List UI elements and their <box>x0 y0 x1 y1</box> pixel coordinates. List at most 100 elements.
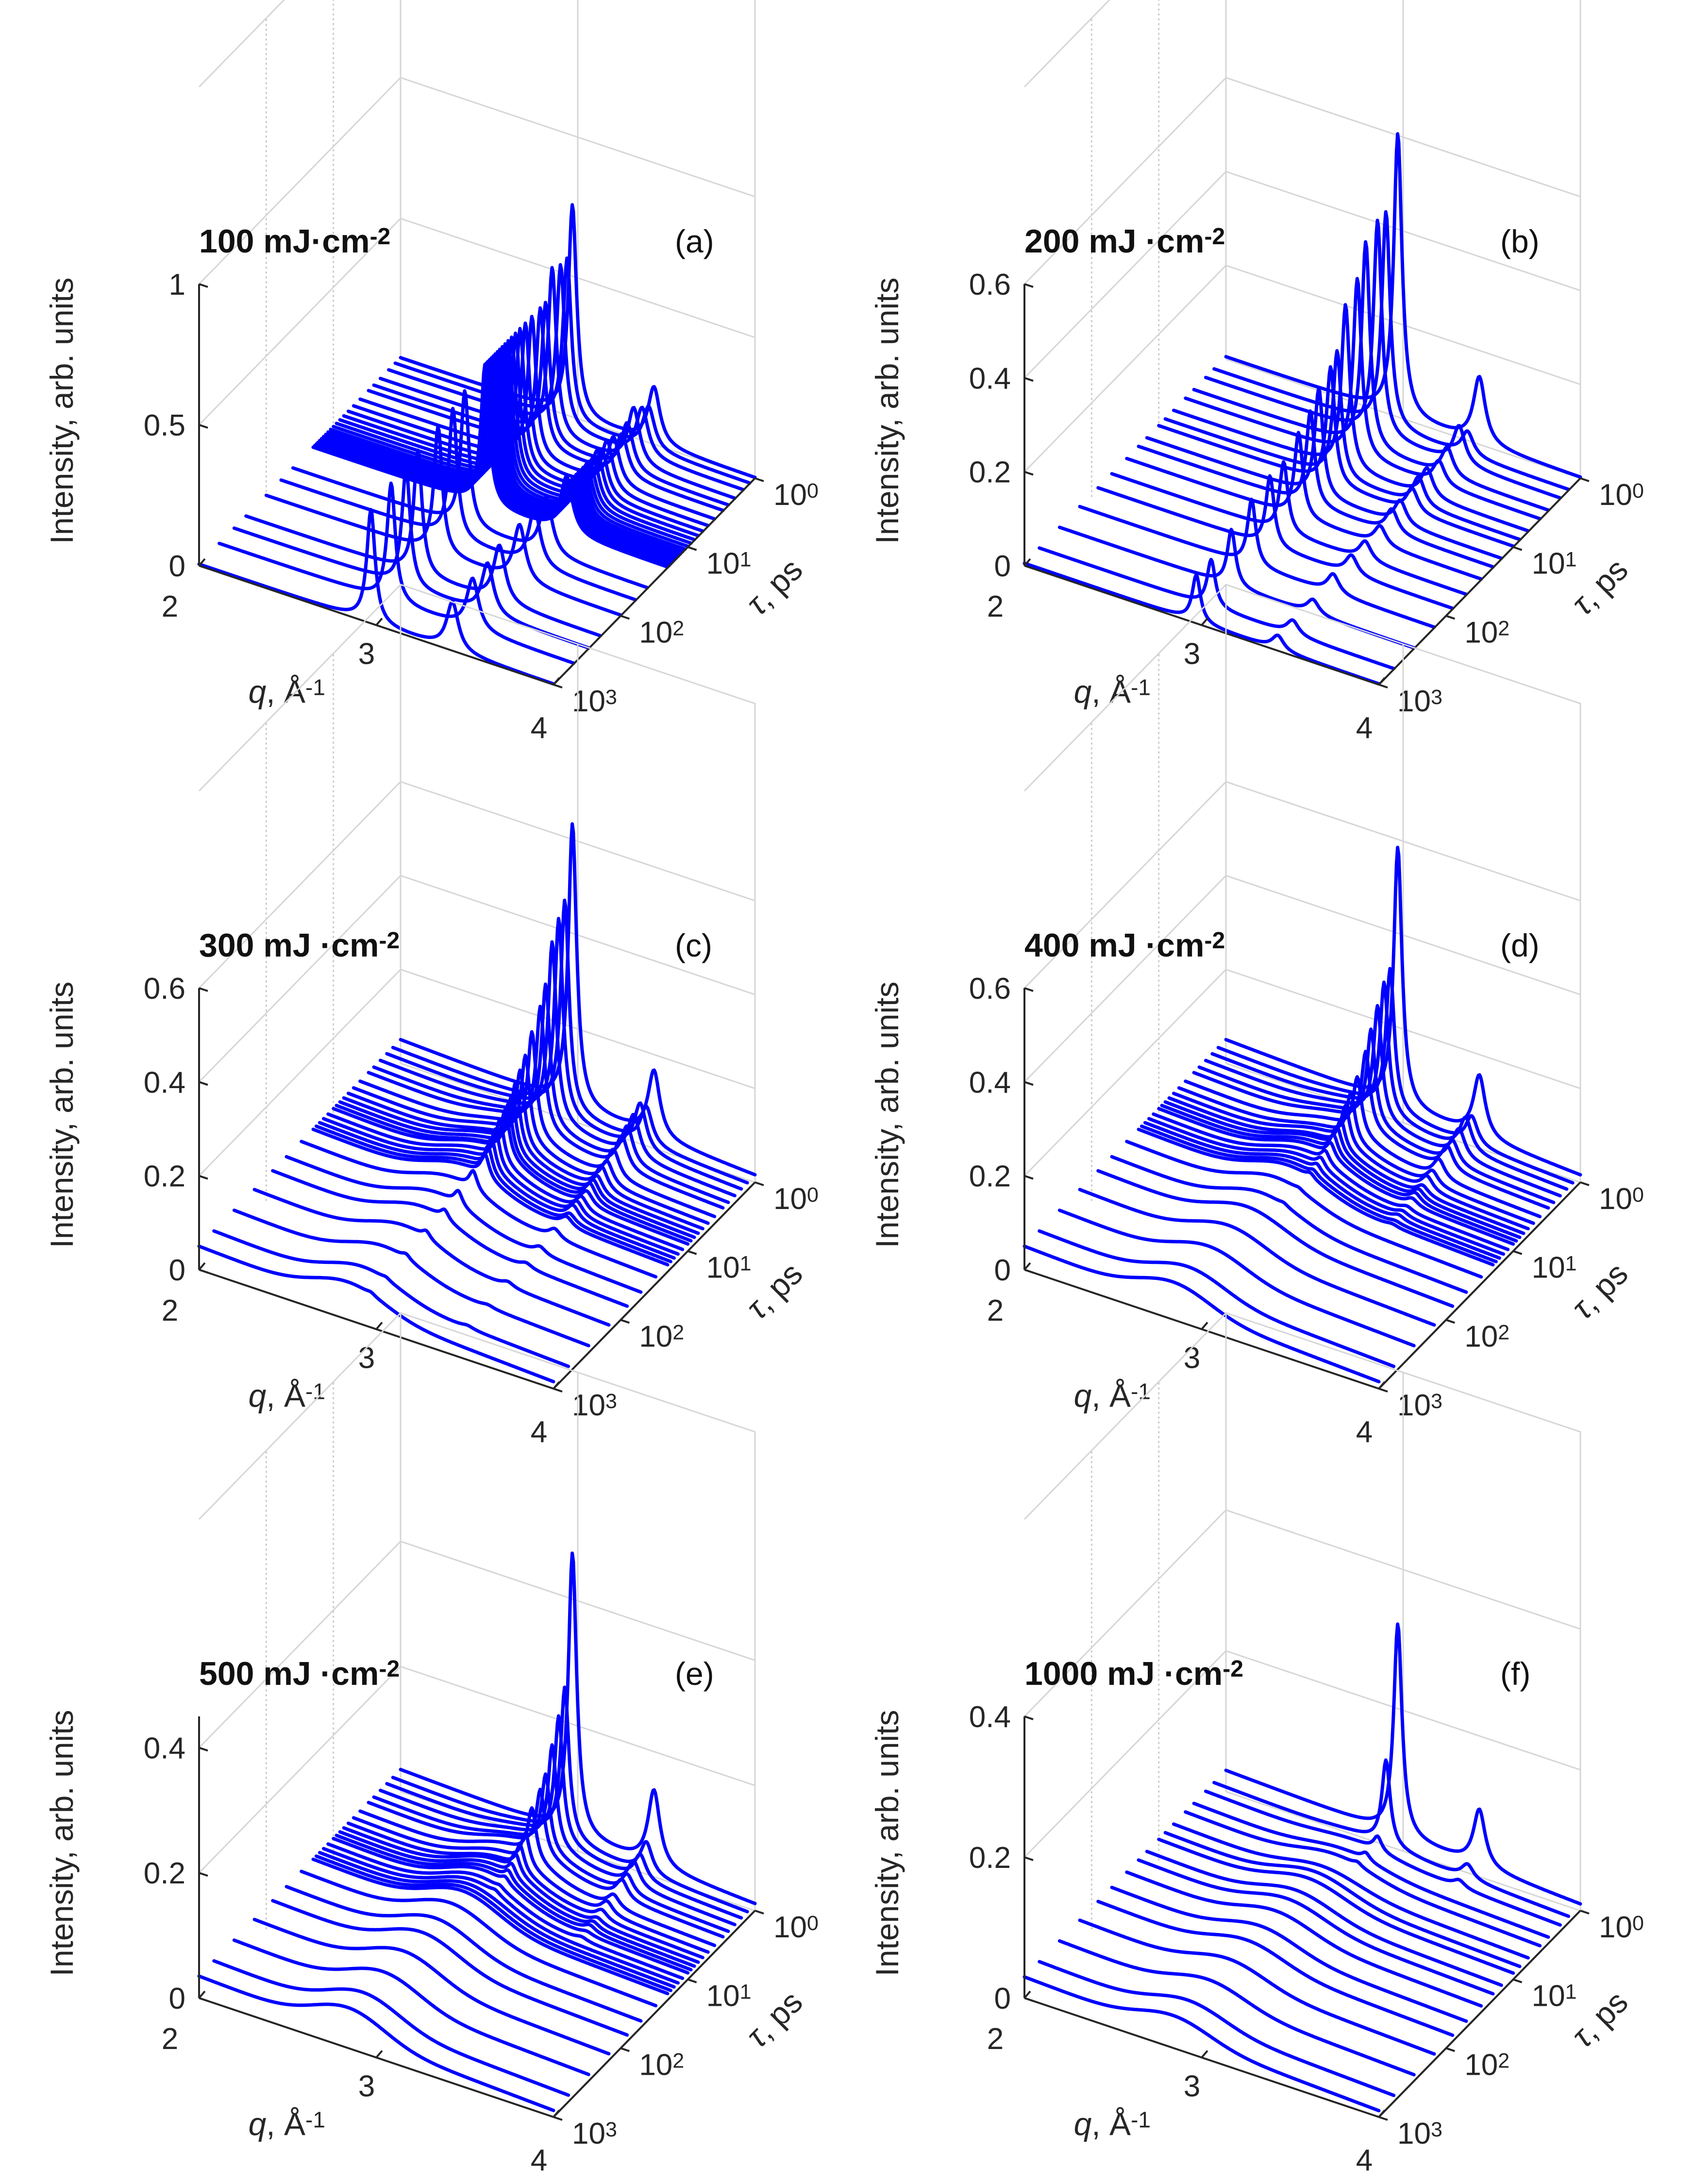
trace-delay-8ps <box>338 1093 696 1239</box>
tau-axis <box>553 1181 756 1390</box>
trace-delay-30ps <box>300 1869 658 2008</box>
trace-delay-5ps <box>352 1816 710 1954</box>
trace-delay-40ps <box>291 389 649 589</box>
q-tick-label: 3 <box>1184 638 1200 671</box>
z-grid-0.4 <box>198 874 755 1083</box>
z-axis-title: Intensity, arb. units <box>869 981 905 1248</box>
tau-tick-label: 102 <box>639 1320 684 1353</box>
q-tick-label: 2 <box>162 2022 178 2056</box>
trace-delay-50ps <box>1110 1885 1468 2023</box>
trace-delay-6ps <box>346 1821 704 1960</box>
tau-tick-label: 102 <box>639 616 684 649</box>
trace-delay-1.3ps <box>391 1685 749 1914</box>
trace-delay-2ps <box>378 1743 737 1927</box>
panel-e: 0 0.2 0.4 Intensity, arb. units 2 3 4 q, Å-1 100… <box>44 1311 819 2177</box>
trace-delay-80ps <box>1096 1169 1455 1308</box>
trace-delay-10ps <box>332 342 690 548</box>
trace-delay-500ps <box>218 481 576 665</box>
trace-delay-1.5ps <box>387 263 745 491</box>
trace-delay-80ps <box>1096 474 1455 610</box>
q-axis-title: q, Å-1 <box>249 2106 325 2142</box>
z-tick-label: 0.2 <box>144 1857 185 1890</box>
tau-tick-mark <box>1378 2116 1388 2121</box>
trace-delay-2ps <box>1204 218 1562 500</box>
q-tick-label: 2 <box>987 590 1004 623</box>
trace-delay-1000ps <box>1023 561 1381 686</box>
trace-delay-50ps <box>1110 460 1468 596</box>
z-tick-mark <box>199 424 208 429</box>
q-tick-label: 2 <box>162 590 178 623</box>
trace-delay-1ps <box>399 822 757 1176</box>
trace-delay-1.6ps <box>385 917 743 1191</box>
trace-delay-1.5ps <box>1212 210 1571 491</box>
trace-delay-2ps <box>1204 1004 1562 1198</box>
q-tick-label: 4 <box>1356 1415 1373 1449</box>
z-tick-label: 0.4 <box>969 1066 1011 1099</box>
z-axis-title: Intensity, arb. units <box>44 277 80 544</box>
z-grid-0.2 <box>198 1665 755 1874</box>
q-tick-label: 2 <box>162 1294 178 1327</box>
z-grid-0.6 <box>198 781 755 989</box>
tau-axis <box>553 1910 756 2118</box>
fluence-label: 100 mJ·cm-2 <box>199 223 390 260</box>
z-axis-title: Intensity, arb. units <box>869 1710 905 1976</box>
tau-tick-label: 102 <box>1464 616 1509 649</box>
z-axis-title: Intensity, arb. units <box>869 277 905 544</box>
z-tick-mark <box>1024 1715 1034 1720</box>
trace-delay-12ps <box>1152 1112 1510 1251</box>
q-tick-label: 4 <box>1356 2144 1373 2177</box>
trace-delay-1.3ps <box>391 898 749 1185</box>
tau-tick-label: 100 <box>1599 478 1644 512</box>
tau-tick-mark <box>1513 1250 1523 1255</box>
trace-delay-7ps <box>342 1080 700 1235</box>
q-tick-mark <box>375 1322 383 1330</box>
trace-delay-18ps <box>314 1124 672 1263</box>
panel-label: (f) <box>1500 1656 1530 1692</box>
z-tick-label: 0.2 <box>969 1841 1011 1875</box>
fluence-label: 300 mJ ·cm-2 <box>199 927 400 964</box>
tau-axis <box>553 477 756 686</box>
tau-axis <box>1378 1910 1581 2118</box>
fluence-label: 200 mJ ·cm-2 <box>1024 223 1225 260</box>
tau-tick-label: 101 <box>1532 547 1577 581</box>
trace-delay-18ps <box>314 359 672 566</box>
q-tick-mark <box>1201 618 1208 626</box>
z-tick-label: 0 <box>994 1254 1011 1287</box>
trace-delay-1ps <box>1224 132 1582 479</box>
q-axis-title: q, Å-1 <box>249 673 325 709</box>
trace-delay-4ps <box>358 1030 717 1218</box>
trace-delay-20ps <box>1137 1127 1495 1267</box>
z-tick-label: 0.6 <box>969 972 1011 1006</box>
tau-axis <box>1378 477 1581 686</box>
trace-delay-600ps <box>1038 546 1396 671</box>
trace-delay-20ps <box>311 1127 670 1267</box>
q-tick-mark <box>1201 2050 1208 2058</box>
left-wall-top <box>1023 584 1227 792</box>
q-tick-mark <box>1201 1322 1208 1330</box>
z-tick-label: 0 <box>169 550 185 583</box>
panel-label: (e) <box>675 1656 714 1692</box>
fluence-label: 1000 mJ ·cm-2 <box>1024 1655 1243 1692</box>
q-tick-label: 2 <box>987 2022 1004 2056</box>
trace-delay-4ps <box>358 315 717 521</box>
tau-tick-label: 103 <box>572 685 617 718</box>
z-grid-0.4 <box>1023 874 1581 1083</box>
trace-delay-300ps <box>232 466 590 650</box>
panel-d: 0 0.2 0.4 0.6 Intensity, arb. units 2 3 4 q, Å-1… <box>869 583 1644 1449</box>
tau-tick-label: 100 <box>773 1911 819 1944</box>
trace-delay-1ps <box>399 1551 757 1905</box>
trace-delay-9ps <box>335 1833 693 1972</box>
trace-delay-600ps <box>1038 1229 1396 1368</box>
z-grid-0.2 <box>1023 968 1581 1176</box>
trace-delay-14ps <box>322 352 680 558</box>
z-grid-0.6 <box>1023 781 1581 989</box>
tau-tick-mark <box>553 684 563 689</box>
trace-delay-60ps <box>279 407 637 602</box>
trace-delay-10ps <box>1157 1107 1515 1246</box>
q-tick-label: 4 <box>1356 711 1373 745</box>
trace-delay-16ps <box>318 1851 676 1989</box>
trace-delay-1ps <box>399 203 757 479</box>
z-tick-label: 0 <box>994 550 1011 583</box>
trace-delay-1000ps <box>1023 1244 1381 1383</box>
tau-tick-mark <box>1378 1388 1388 1393</box>
